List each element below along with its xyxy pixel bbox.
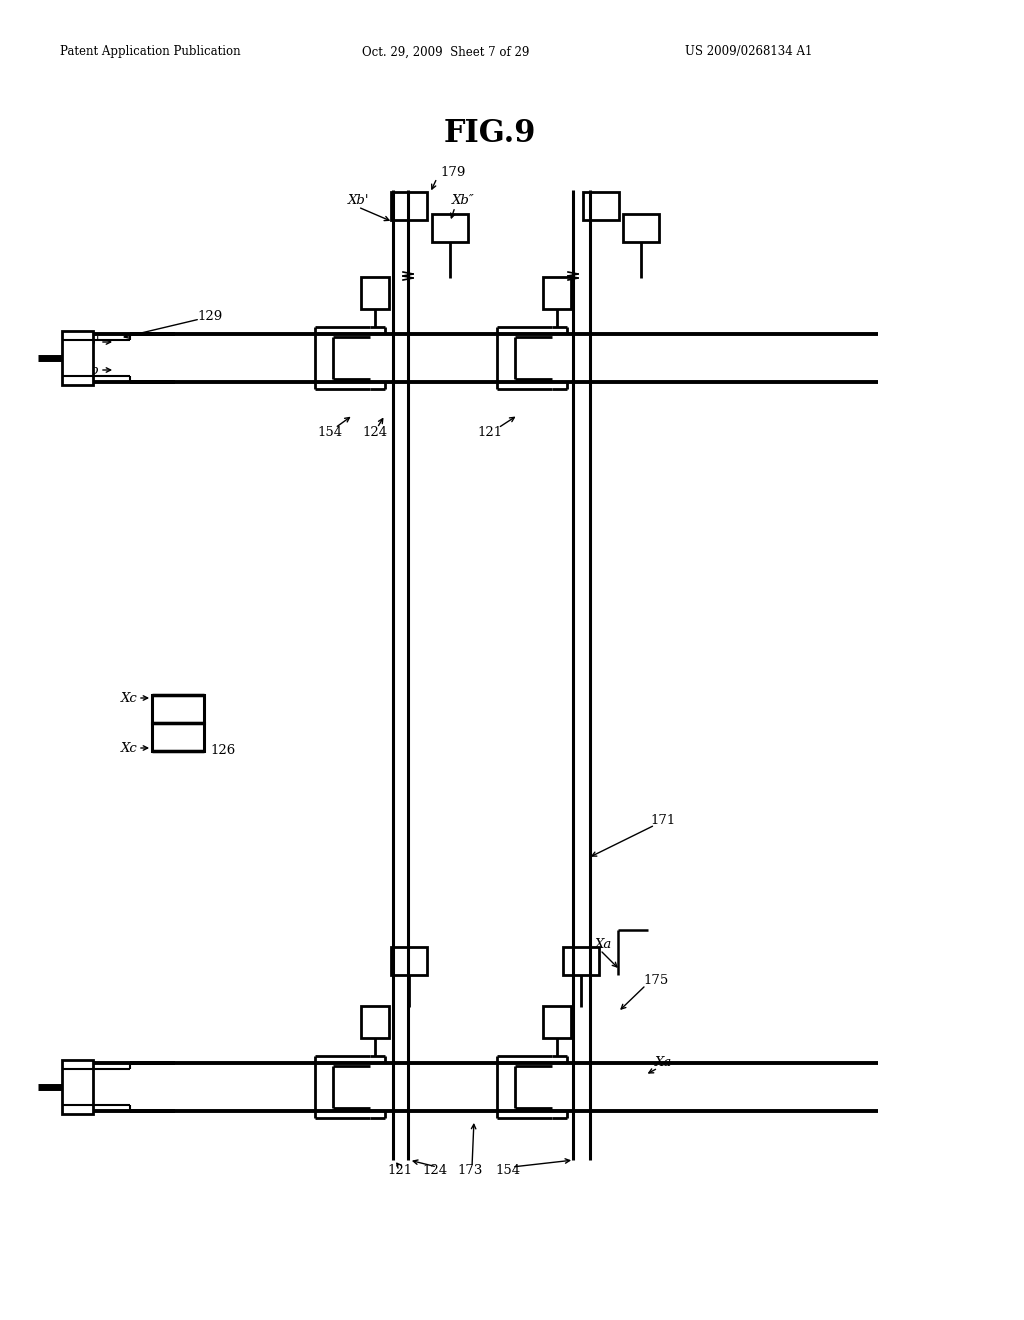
Bar [391,191,427,220]
Bar [583,191,618,220]
Text: 124: 124 [362,425,387,438]
Bar [62,1060,93,1114]
Bar [361,277,389,309]
Text: 175: 175 [643,974,669,986]
Text: Xa: Xa [655,1056,672,1068]
Text: 126: 126 [210,743,236,756]
Bar [623,214,659,242]
Text: Oct. 29, 2009  Sheet 7 of 29: Oct. 29, 2009 Sheet 7 of 29 [362,45,529,58]
Text: 121: 121 [477,425,503,438]
Bar [391,946,427,975]
Text: 121: 121 [387,1163,413,1176]
Bar [361,1006,389,1038]
Bar [62,331,93,385]
Text: Xb': Xb' [348,194,370,206]
Text: 171: 171 [650,813,675,826]
Text: 154: 154 [496,1163,520,1176]
Text: US 2009/0268134 A1: US 2009/0268134 A1 [685,45,812,58]
Text: Patent Application Publication: Patent Application Publication [60,45,241,58]
Bar [152,696,204,723]
Text: Xb': Xb' [79,335,100,348]
Text: 129: 129 [197,309,222,322]
Bar [563,946,599,975]
Text: Xb″: Xb″ [452,194,475,206]
Bar [432,214,468,242]
Text: 124: 124 [423,1163,447,1176]
Text: 179: 179 [440,165,465,178]
Text: Xa: Xa [595,937,612,950]
Bar [152,723,204,751]
Text: Xc: Xc [121,742,138,755]
Text: Xb: Xb [82,363,100,376]
Text: Xc: Xc [121,692,138,705]
Text: FIG.9: FIG.9 [443,117,537,149]
Bar [543,1006,571,1038]
Text: 173: 173 [458,1163,482,1176]
Text: 154: 154 [317,425,343,438]
Bar [543,277,571,309]
